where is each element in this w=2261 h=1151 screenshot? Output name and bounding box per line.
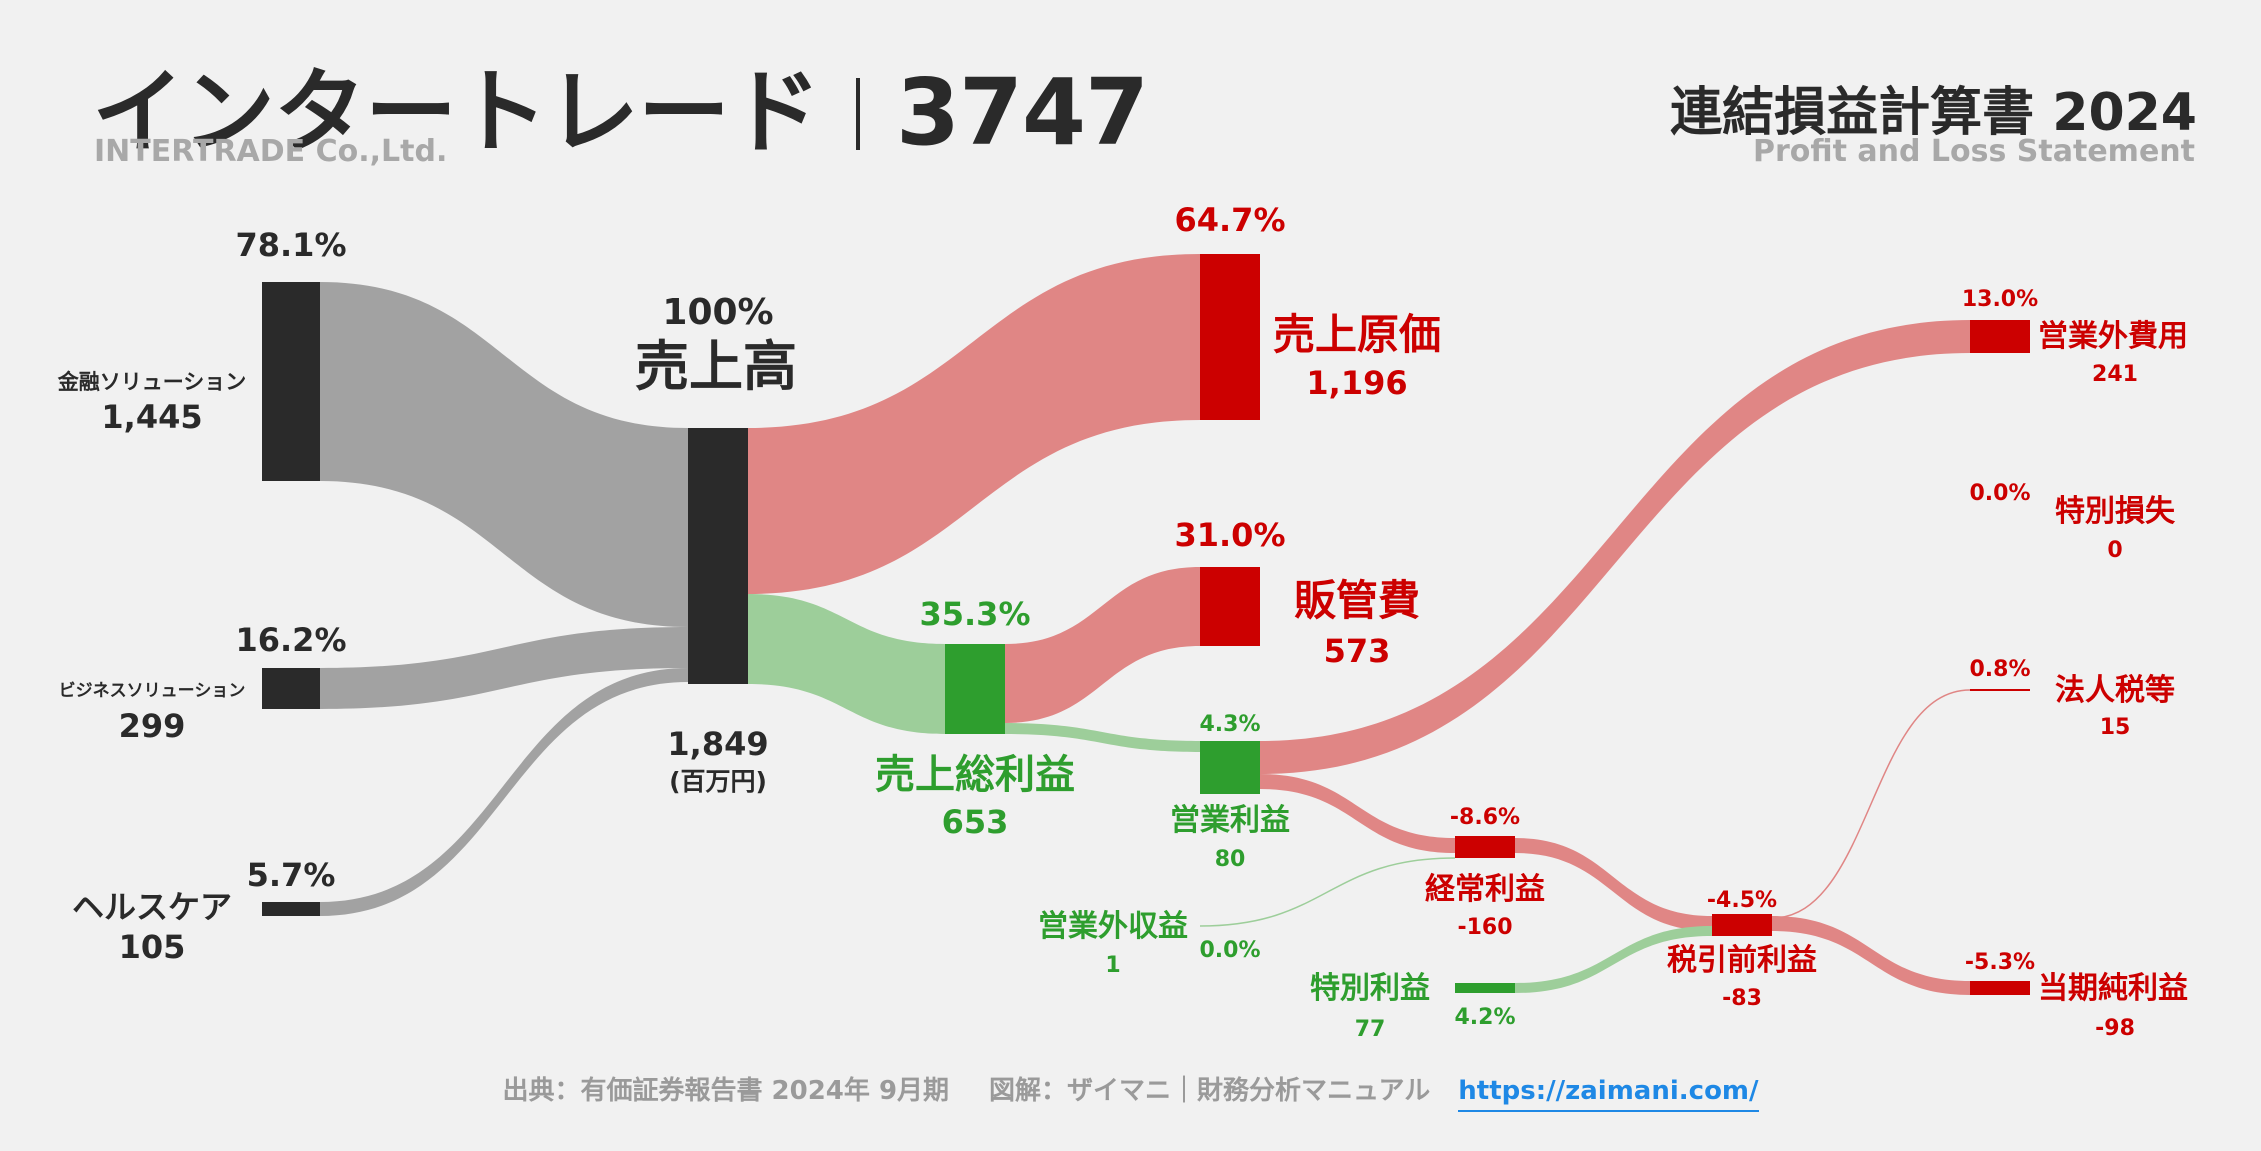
extraordinary-loss-pct: 0.0% [1969,481,2030,506]
net-income-name: 当期純利益 [2038,971,2188,1006]
node-revenue [688,428,748,684]
flow-seg3-revenue [320,668,688,916]
cogs-value: 1,196 [1306,364,1407,402]
pretax-name: 税引前利益 [1667,943,1817,978]
seg3-name: ヘルスケア [72,888,232,926]
ordinary-value: -160 [1457,915,1512,940]
page-title: インタートレード 3747 [92,38,1149,171]
node-seg2 [262,668,320,709]
node-cogs [1200,254,1260,420]
revenue-name: 売上高 [635,335,797,398]
non-op-income-name: 営業外収益 [1038,909,1188,944]
statement-title-en: Profit and Loss Statement [1752,134,2195,169]
credit-note: 図解：ザイマニ｜財務分析マニュアル [989,1076,1431,1106]
income-tax-pct: 0.8% [1969,657,2030,682]
non-op-expense-name: 営業外費用 [2038,319,2188,354]
gross-profit-pct: 35.3% [919,595,1030,633]
node-operating-income [1200,741,1260,794]
flow-gross-profit-sga [1005,567,1200,723]
node-pretax-income [1712,914,1772,936]
flow-gross-profit-operating [1005,723,1200,752]
flow-seg1-revenue [320,282,688,627]
seg2-name: ビジネスソリューション [59,681,246,701]
sga-value: 573 [1324,632,1391,670]
extraordinary-loss-name: 特別損失 [2055,494,2176,529]
seg1-pct: 78.1% [235,226,346,264]
company-name: インタートレード [92,59,821,166]
company-name-en: INTERTRADE Co.,Ltd. [94,134,448,169]
seg1-name: 金融ソリューション [57,370,247,394]
extraordinary-loss-value: 0 [2107,538,2122,563]
flow-operating-ordinary [1260,774,1455,853]
flow-pretax-net [1772,916,1970,995]
pretax-pct: -4.5% [1707,888,1777,913]
title-separator [856,78,861,150]
income-tax-name: 法人税等 [2055,673,2175,708]
sga-pct: 31.0% [1174,516,1285,554]
node-net-income [1970,981,2030,995]
extraordinary-gain-name: 特別利益 [1310,971,1430,1006]
operating-pct: 4.3% [1199,712,1260,737]
pretax-value: -83 [1722,986,1762,1011]
flow-operating-non-op-expense [1260,320,1970,774]
flow-non-op-income-ordinary [1199,857,1456,927]
revenue-pct: 100% [662,292,773,333]
gross-profit-value: 653 [942,803,1009,841]
seg1-value: 1,445 [101,398,202,436]
non-op-expense-value: 241 [2092,362,2138,387]
node-non-op-expense [1970,320,2030,353]
seg3-value: 105 [119,928,186,966]
sankey-flows [320,254,1971,995]
sga-name: 販管費 [1294,576,1420,625]
income-tax-value: 15 [2100,715,2131,740]
node-gross-profit [945,644,1005,734]
seg2-pct: 16.2% [235,621,346,659]
node-sga [1200,567,1260,646]
non-op-income-value: 1 [1105,953,1120,978]
gross-profit-name: 売上総利益 [875,752,1075,798]
flow-seg2-revenue [320,627,688,709]
non-op-income-pct: 0.0% [1199,938,1260,963]
source-note: 出典：有価証券報告書 2024年 9月期 [502,1076,950,1106]
seg3-pct: 5.7% [247,856,336,894]
node-income-tax [1970,689,2030,691]
node-ordinary-income [1455,836,1515,858]
flow-extraordinary-gain-pretax [1515,926,1712,993]
sankey-labels: 78.1% 金融ソリューション 1,445 16.2% ビジネスソリューション 299 5.… [57,201,2188,1042]
revenue-unit: (百万円) [669,767,767,796]
stock-code: 3747 [896,59,1149,166]
seg2-value: 299 [119,707,186,745]
extraordinary-gain-pct: 4.2% [1454,1005,1515,1030]
ordinary-name: 経常利益 [1425,872,1545,907]
node-seg3 [262,902,320,916]
ordinary-pct: -8.6% [1450,805,1520,830]
source-link[interactable]: https://zaimani.com/ [1458,1076,1759,1112]
flow-pretax-income-tax [1771,689,1971,919]
node-seg1 [262,282,320,481]
flow-revenue-gross-profit [748,594,945,734]
cogs-name: 売上原価 [1273,310,1441,359]
sankey-nodes [262,254,2030,995]
net-income-value: -98 [2095,1016,2135,1041]
operating-value: 80 [1215,847,1246,872]
non-op-expense-pct: 13.0% [1962,287,2038,312]
cogs-pct: 64.7% [1174,201,1285,239]
flow-ordinary-pretax [1515,838,1712,931]
extraordinary-gain-value: 77 [1355,1017,1386,1042]
flow-revenue-cogs [748,254,1200,594]
revenue-value: 1,849 [667,725,768,763]
footer: 出典：有価証券報告書 2024年 9月期 図解：ザイマニ｜財務分析マニュアル htt… [0,1070,2261,1112]
statement-title: 連結損益計算書 2024 [1670,83,2197,143]
net-income-pct: -5.3% [1965,950,2035,975]
node-extraordinary-gain [1455,983,1515,993]
operating-name: 営業利益 [1170,803,1290,838]
